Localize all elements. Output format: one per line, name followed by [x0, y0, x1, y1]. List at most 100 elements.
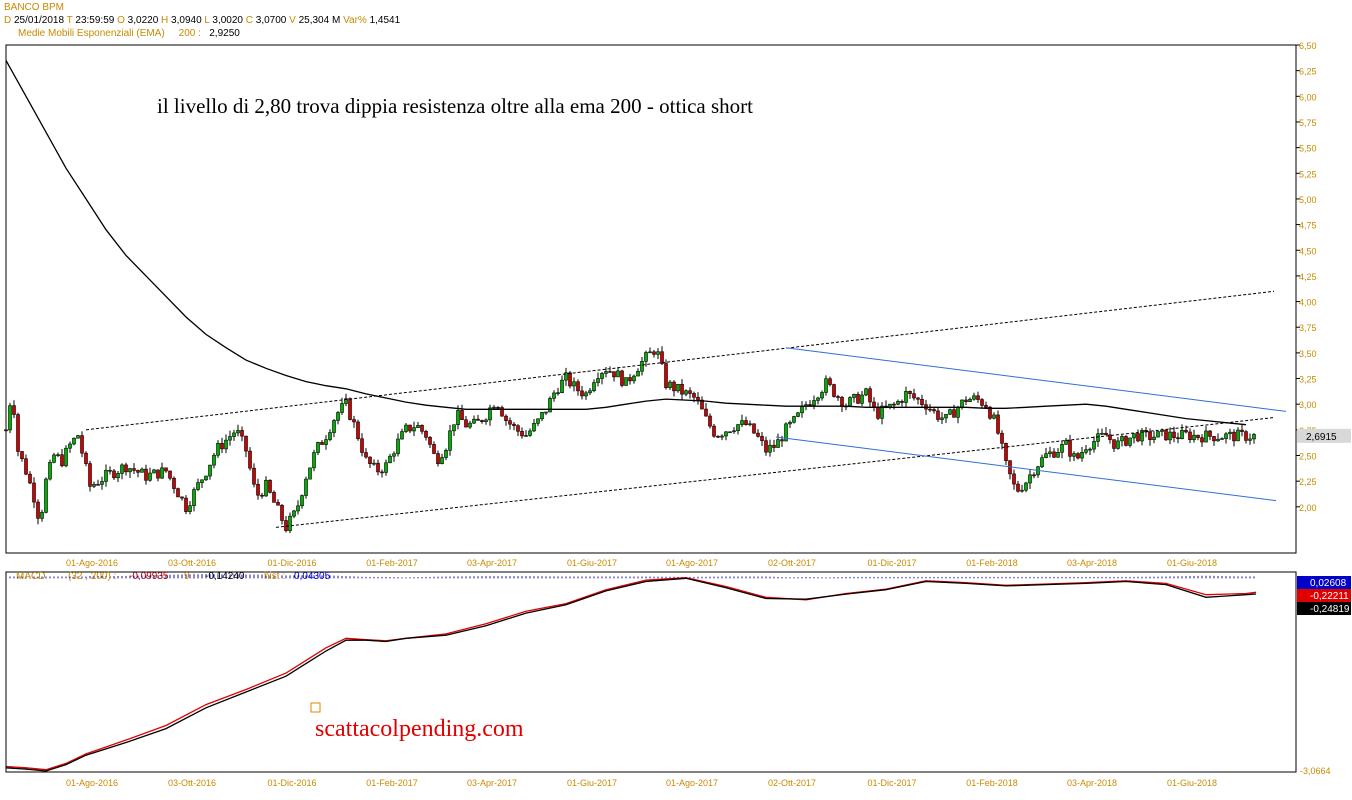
candle — [528, 428, 532, 437]
candle — [412, 421, 416, 436]
macd-right-label: -0,22211 — [1310, 591, 1349, 602]
candle — [100, 476, 104, 490]
candle — [560, 375, 564, 394]
trendline-upper-dashed — [85, 290, 1275, 431]
candle — [36, 499, 40, 525]
candle — [628, 374, 632, 385]
candle — [764, 436, 768, 456]
candle — [832, 383, 836, 398]
candle — [1004, 442, 1008, 466]
candle — [840, 395, 844, 413]
candle — [996, 410, 1000, 435]
macd-histogram — [5, 574, 1255, 579]
watermark-marker — [310, 702, 321, 713]
candle — [720, 434, 724, 441]
candle — [768, 439, 772, 457]
axes: 6,50 6,25 6,00 5,75 5,50 5,25 5,00 4,75 4,50 4,25… — [5, 41, 1351, 788]
candle — [372, 459, 376, 466]
candle — [452, 424, 456, 437]
candle — [1224, 432, 1228, 444]
candle — [1076, 452, 1080, 460]
candle — [404, 422, 408, 434]
candle — [980, 398, 984, 408]
macd-y-tick-label: -3,0664 — [1300, 766, 1331, 776]
candle — [624, 377, 628, 386]
candle — [408, 424, 412, 434]
candle — [1156, 431, 1160, 438]
candle — [1028, 469, 1032, 489]
x-tick-label: 01-Feb-2017 — [366, 558, 418, 568]
x-tick-label-macd: 01-Feb-2018 — [966, 778, 1018, 788]
candle — [244, 435, 248, 458]
candle — [500, 405, 504, 417]
candle — [460, 404, 464, 421]
candle — [1072, 451, 1076, 462]
ema-legend: Medie Mobili Esponenziali (EMA) 200 : 2,… — [18, 28, 240, 39]
y-tick-label: 3,50 — [1299, 349, 1317, 359]
candle — [532, 419, 536, 433]
candle — [976, 391, 980, 403]
y-tick-label: 5,50 — [1299, 144, 1317, 154]
candle — [464, 415, 468, 428]
candle — [12, 400, 16, 419]
candle — [632, 374, 636, 384]
candle — [536, 418, 540, 427]
macd-header: MACD (32 , 200) : -0,09935 9 : -0,14240 hist … — [16, 571, 331, 582]
field-key-varpct: Var% — [343, 15, 370, 26]
candle — [324, 435, 328, 450]
candle — [1116, 436, 1120, 450]
candle — [1012, 469, 1016, 490]
candle — [644, 350, 648, 367]
field-key-c: C — [245, 15, 256, 26]
field-key-v: V — [289, 15, 299, 26]
macd-frame — [5, 571, 1297, 773]
price-frame — [5, 44, 1297, 554]
ohlc-readout: D 25/01/2018 T 23:59:59 O 3,0220 H 3,094… — [4, 15, 400, 26]
candle — [428, 436, 432, 448]
candle — [204, 475, 208, 481]
macd-pane — [5, 574, 1257, 772]
candle — [212, 452, 216, 469]
y-tick-label: 5,00 — [1299, 195, 1317, 205]
candle — [236, 424, 240, 437]
candle — [896, 399, 900, 406]
candle — [456, 405, 460, 430]
candle — [128, 467, 132, 478]
x-tick-label: 03-Apr-2017 — [467, 558, 517, 568]
candle — [1016, 480, 1020, 493]
candle — [248, 447, 252, 471]
candle — [52, 452, 56, 464]
candle — [660, 346, 664, 365]
trendline-lower-dashed — [275, 417, 1275, 528]
candle — [148, 467, 152, 482]
candle — [144, 464, 148, 485]
candle — [112, 468, 116, 480]
watermark-text: scattacolpending.com — [315, 716, 524, 742]
candle — [648, 347, 652, 354]
candle — [672, 380, 676, 397]
candle — [232, 429, 236, 441]
candle — [552, 390, 556, 402]
candle — [84, 451, 88, 467]
candle — [180, 496, 184, 501]
candle — [436, 450, 440, 467]
candle — [116, 470, 120, 483]
candle — [1088, 447, 1092, 455]
candle — [160, 462, 164, 479]
candle — [288, 512, 292, 534]
candle — [208, 464, 212, 480]
y-tick-label: 2,25 — [1299, 477, 1317, 487]
candle — [20, 451, 24, 462]
candle — [684, 389, 688, 397]
candle — [92, 481, 96, 488]
x-tick-label: 02-Ott-2017 — [768, 558, 816, 568]
candle — [596, 372, 600, 387]
candle — [908, 390, 912, 399]
candle — [1192, 429, 1196, 443]
x-tick-label-macd: 01-Dic-2017 — [867, 778, 916, 788]
candle — [364, 448, 368, 459]
candle — [188, 501, 192, 515]
candle — [640, 356, 644, 376]
candle — [880, 402, 884, 425]
